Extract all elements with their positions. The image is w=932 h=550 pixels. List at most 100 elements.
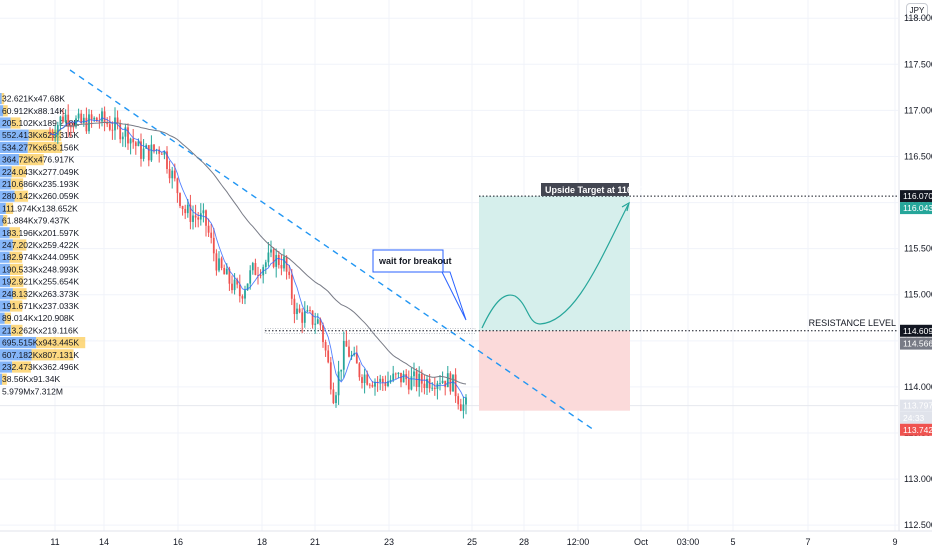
candle-body — [173, 170, 176, 179]
price-tick-label: 117.000 — [904, 105, 932, 115]
vp-label: 191.671Kx237.033K — [2, 301, 79, 311]
vp-bar-sell — [12, 239, 27, 251]
price-tag[interactable] — [900, 423, 932, 436]
vp-bar-sell — [31, 349, 74, 361]
vp-bar-buy — [0, 215, 4, 227]
vp-label: 5.979Mx7.312M — [2, 386, 63, 396]
price-tick-label: 112.500 — [904, 520, 932, 530]
projected-path — [481, 204, 629, 329]
candle-body — [288, 271, 291, 276]
vp-label: 89.014Kx120.908K — [2, 313, 75, 323]
candle-body — [394, 373, 397, 375]
projected-path-arrowhead — [621, 201, 630, 212]
candle-body — [270, 249, 272, 253]
candle-body — [98, 121, 101, 123]
vp-bar-sell — [9, 300, 23, 312]
candle-body — [202, 210, 205, 214]
vp-label: 192.921Kx255.654K — [2, 277, 79, 287]
price-tick-label: 113.000 — [904, 474, 932, 484]
candle-body — [212, 237, 215, 254]
candle-body — [103, 111, 106, 122]
candle-body — [132, 138, 135, 143]
vp-bar-sell — [10, 178, 24, 190]
candle-body — [192, 215, 194, 222]
vp-bar-sell — [9, 251, 23, 263]
candle-body — [387, 381, 389, 387]
candle-body — [335, 395, 337, 404]
vp-bar-buy — [0, 129, 29, 141]
time-tick-label: 16 — [173, 537, 183, 547]
vp-bar-sell — [4, 312, 11, 324]
candle-body — [231, 283, 233, 291]
vp-label: 552.413Kx626.315K — [2, 130, 79, 140]
candle-body — [322, 325, 324, 343]
candle-body — [358, 363, 361, 378]
candle-body — [277, 254, 280, 266]
candle-body — [228, 268, 231, 284]
callout-text: wait for breakout — [378, 256, 452, 266]
time-tick-label: Oct — [634, 537, 649, 547]
position-zones — [479, 196, 630, 411]
candle-body — [452, 374, 454, 392]
candle-body — [241, 296, 244, 299]
price-tag-label: 116.043 — [903, 203, 932, 213]
price-tag[interactable] — [900, 337, 932, 350]
vp-bar-sell — [14, 190, 29, 202]
candle-body — [116, 117, 119, 124]
candle-body — [127, 127, 129, 144]
price-axis: 118.000117.500117.000116.500116.000115.5… — [898, 0, 932, 531]
candle-body — [77, 113, 80, 119]
vp-bar-buy — [0, 117, 11, 129]
price-tag[interactable] — [900, 411, 932, 424]
vp-label: 248.132Kx263.373K — [2, 289, 79, 299]
volume-profile-labels: 32.621Kx47.68K 60.912Kx88.14K 205.102Kx189… — [2, 94, 79, 397]
candle-body — [111, 129, 114, 131]
price-tick-label: 115.500 — [904, 244, 932, 254]
vp-bar-sell — [9, 227, 21, 239]
time-tick-label: 25 — [467, 537, 477, 547]
price-tag[interactable] — [900, 399, 932, 412]
candle-body — [244, 290, 246, 299]
vp-bar-sell — [11, 166, 27, 178]
candle-body — [158, 149, 161, 154]
vp-label: 232.473Kx362.496K — [2, 362, 79, 372]
candle-body — [121, 136, 124, 140]
candle-body — [407, 379, 410, 390]
moving-averages — [49, 117, 467, 399]
vp-label: 38.56Kx91.34K — [2, 374, 60, 384]
candle-body — [283, 256, 285, 269]
vp-bar-buy — [0, 276, 11, 288]
candle-body — [459, 404, 462, 411]
price-tag[interactable] — [900, 202, 932, 215]
candles — [49, 104, 467, 419]
candle-body — [236, 279, 239, 285]
candle-body — [309, 310, 311, 311]
currency-badge[interactable]: JPY — [906, 3, 928, 19]
price-tag-label: 114.609 — [903, 326, 932, 336]
candle-body — [345, 340, 348, 347]
candle-body — [314, 323, 317, 325]
candle-body — [215, 253, 218, 271]
vp-bar-buy — [0, 300, 10, 312]
candle-body — [337, 371, 340, 396]
candle-body — [444, 380, 447, 388]
candle-body — [293, 298, 296, 315]
vp-bar-sell — [10, 117, 21, 129]
candle-body — [413, 371, 415, 377]
candle-body — [119, 123, 122, 140]
price-tag[interactable] — [900, 324, 932, 337]
candle-body — [441, 380, 444, 383]
candle-body — [449, 373, 452, 392]
candle-body — [207, 225, 210, 233]
candle-body — [134, 142, 137, 147]
vp-bar-buy — [0, 251, 10, 263]
candle-body — [64, 114, 67, 122]
price-tag[interactable] — [900, 190, 932, 203]
callout-box — [372, 249, 467, 321]
candle-body — [457, 396, 460, 405]
vp-bar-buy — [0, 166, 12, 178]
vp-label: 210.686Kx235.193K — [2, 179, 79, 189]
candle-body — [254, 263, 257, 275]
candle-body — [194, 215, 197, 218]
